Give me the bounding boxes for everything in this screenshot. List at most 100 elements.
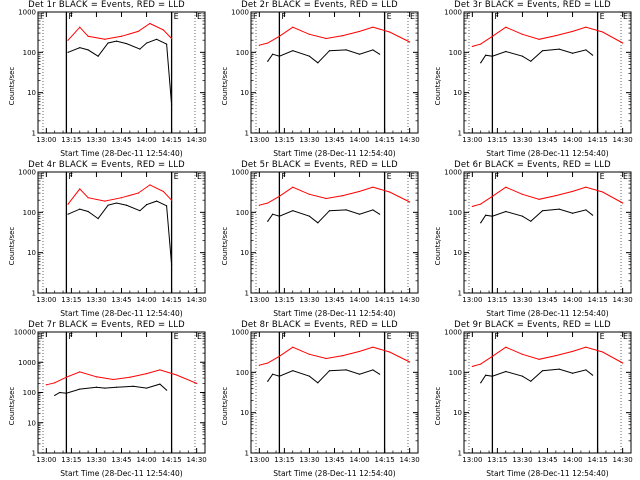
- events-point: [521, 215, 524, 217]
- x-tick-label: 14:15: [375, 136, 395, 144]
- y-tick-label: 100: [449, 209, 462, 217]
- lld-point: [538, 38, 540, 40]
- panel-title: Det 2r BLACK = Events, RED = LLD: [241, 0, 398, 10]
- lld-series-line: [259, 186, 410, 206]
- x-tick-label: 13:45: [324, 296, 344, 304]
- events-series-line: [480, 368, 593, 384]
- x-tick-label: 14:30: [613, 136, 633, 144]
- lld-point: [491, 35, 493, 37]
- events-point: [591, 54, 594, 56]
- y-tick-label: 1000: [231, 169, 249, 177]
- events-point: [171, 104, 173, 106]
- lld-point: [622, 42, 624, 44]
- events-point: [292, 370, 294, 372]
- x-tick-label: 13:45: [324, 456, 344, 464]
- time-marker-label: F: [494, 12, 499, 21]
- events-point: [67, 51, 69, 53]
- x-tick-label: 13:30: [512, 296, 532, 304]
- x-axis-label: Start Time (28-Dec-11 12:54:40): [486, 309, 609, 318]
- events-point: [591, 214, 594, 216]
- events-point: [317, 222, 319, 224]
- x-tick-label: 14:15: [375, 296, 395, 304]
- events-point: [378, 213, 381, 215]
- plot-frame: [463, 171, 632, 294]
- lld-point: [585, 346, 587, 348]
- time-marker-label: E: [600, 172, 605, 181]
- x-tick-label: 13:00: [249, 456, 269, 464]
- lld-point: [87, 197, 89, 199]
- events-point: [328, 370, 331, 372]
- panel-title: Det 4r BLACK = Events, RED = LLD: [28, 160, 185, 170]
- y-tick-label: 1: [32, 130, 36, 138]
- time-marker-label: F: [494, 332, 499, 341]
- events-point: [79, 47, 81, 49]
- y-tick-label: 10: [453, 409, 462, 417]
- events-point: [345, 49, 347, 51]
- lld-point: [308, 353, 311, 355]
- time-marker-label: E: [623, 12, 628, 21]
- events-point: [530, 220, 532, 222]
- time-marker-label: F: [40, 172, 45, 181]
- time-marker-label: E: [197, 332, 202, 341]
- x-tick-label: 13:15: [61, 296, 81, 304]
- lld-point: [471, 365, 473, 368]
- lld-point: [602, 191, 604, 193]
- detector-panel-5: Det 5r BLACK = Events, RED = LLD Start Ti…: [213, 160, 426, 320]
- plot-svg: 1 10 100 1000 13:00 13:15 13:30 13:45 14:00 14:15…: [231, 9, 420, 145]
- events-point: [480, 62, 482, 64]
- time-marker-label: F: [40, 12, 45, 21]
- lld-point: [555, 34, 557, 37]
- y-tick-label: 10: [27, 89, 36, 97]
- lld-series-line: [472, 26, 623, 47]
- events-point: [485, 214, 487, 216]
- lld-point: [372, 186, 374, 188]
- events-point: [505, 370, 507, 373]
- plot-frame: [37, 11, 206, 134]
- lld-point: [622, 202, 624, 204]
- events-point: [558, 208, 560, 210]
- events-point: [145, 42, 148, 44]
- panel-title: Det 3r BLACK = Events, RED = LLD: [454, 0, 611, 10]
- events-point: [272, 373, 274, 375]
- lld-point: [67, 203, 69, 205]
- events-point: [505, 210, 507, 213]
- y-tick-label: 10000: [14, 329, 36, 337]
- x-axis-label: Start Time (28-Dec-11 12:54:40): [273, 309, 396, 318]
- x-tick-label: 13:15: [487, 136, 507, 144]
- events-point: [125, 42, 128, 45]
- events-point: [97, 55, 99, 57]
- lld-series-line: [259, 346, 410, 366]
- time-marker-label: F: [281, 332, 286, 341]
- x-tick-label: 13:45: [111, 136, 131, 144]
- y-tick-label: 1000: [444, 169, 462, 177]
- x-axis-label: Start Time (28-Dec-11 12:54:40): [486, 149, 609, 158]
- events-point: [585, 209, 587, 211]
- lld-point: [521, 193, 524, 195]
- plot-frame: [250, 11, 419, 134]
- events-point: [491, 375, 493, 377]
- events-point: [155, 38, 158, 40]
- events-point: [480, 222, 482, 224]
- lld-point: [571, 190, 574, 193]
- events-series-line: [67, 38, 173, 105]
- lld-point: [171, 199, 173, 201]
- y-tick-label: 100: [236, 369, 249, 377]
- y-tick-label: 100: [23, 389, 36, 397]
- x-tick-label: 13:00: [462, 296, 482, 304]
- y-tick-label: 1: [458, 450, 462, 458]
- time-marker-label: F: [466, 172, 471, 181]
- lld-point: [45, 384, 47, 386]
- lld-point: [67, 39, 69, 41]
- x-tick-label: 13:00: [462, 456, 482, 464]
- events-point: [79, 388, 81, 390]
- events-point: [308, 375, 311, 377]
- panel-title: Det 5r BLACK = Events, RED = LLD: [241, 160, 398, 170]
- events-point: [115, 386, 118, 388]
- events-point: [571, 212, 574, 214]
- lld-point: [571, 350, 574, 353]
- lld-point: [389, 31, 391, 33]
- plot-frame: [250, 171, 419, 294]
- y-tick-label: 10: [27, 249, 36, 257]
- events-point: [505, 50, 507, 53]
- events-point: [107, 204, 109, 206]
